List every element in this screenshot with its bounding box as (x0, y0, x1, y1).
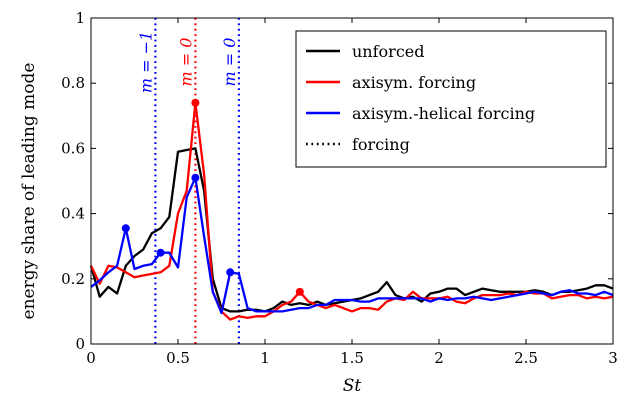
series-line (89, 147, 614, 313)
data-point-marker (226, 268, 235, 277)
x-tick-label: 0.5 (166, 349, 190, 367)
legend-label: forcing (352, 135, 410, 154)
y-tick-label: 1 (75, 9, 85, 27)
x-tick-label: 2.5 (514, 349, 538, 367)
data-point-marker (191, 98, 200, 107)
y-tick-label: 0.4 (61, 205, 85, 223)
legend-box (295, 30, 607, 168)
data-point-marker (156, 248, 165, 257)
y-axis-label: energy share of leading mode (19, 63, 39, 320)
series-line (89, 101, 614, 321)
y-tick-label: 0.8 (61, 74, 85, 92)
data-point-marker (295, 287, 304, 296)
y-tick-label: 0.6 (61, 139, 85, 157)
y-tick-label: 0 (75, 335, 85, 353)
series-line (90, 176, 614, 315)
legend-label: axisym.-helical forcing (352, 104, 535, 123)
ticks-group (90, 17, 614, 345)
y-tick-label: 0.2 (61, 270, 85, 288)
markers-group (121, 98, 304, 296)
forcing-line-label: m = 0 (220, 38, 239, 87)
tick-labels-group: 0 0.5 1 1.5 2 2.5 3 0 0.2 0.4 0.6 0.8 1 (61, 9, 618, 367)
x-axis-label: St (343, 376, 362, 396)
series-group (89, 101, 614, 321)
x-tick-label: 1 (260, 349, 270, 367)
data-point-marker (121, 224, 130, 233)
data-point-marker (191, 173, 200, 182)
legend-label: unforced (352, 42, 424, 61)
forcing-line-label: m = 0 (176, 38, 195, 87)
legend-label: axisym. forcing (352, 73, 476, 92)
legend: unforced axisym. forcing axisym.-helical f… (295, 30, 607, 168)
x-tick-label: 3 (608, 349, 618, 367)
x-tick-label: 0 (86, 349, 96, 367)
x-tick-label: 2 (434, 349, 444, 367)
x-tick-label: 1.5 (340, 349, 364, 367)
forcing-line-label: m = −1 (136, 31, 155, 93)
